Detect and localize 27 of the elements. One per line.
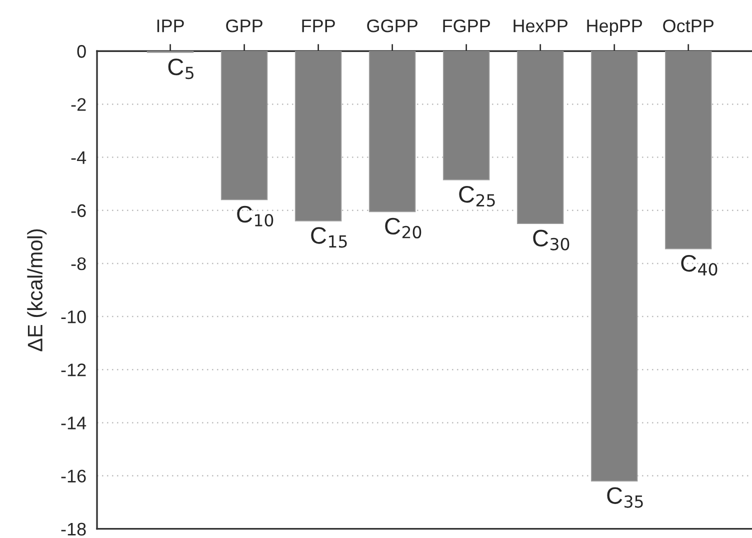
y-tick-label: -6: [71, 204, 86, 218]
annotation: C$_{20}$: [385, 218, 422, 238]
y-tick-label: 0: [77, 45, 86, 58]
x-tick-label: GPP: [226, 19, 262, 32]
y-tick-label: -18: [61, 522, 86, 536]
x-tick-label: HepPP: [587, 20, 642, 36]
annotation: C$_{10}$: [237, 206, 274, 226]
y-tick-label: -12: [61, 364, 86, 376]
x-tick-label: HexPP: [514, 20, 568, 32]
y-axis-title: ΔE (kcal/mol): [27, 229, 47, 352]
x-tick-label: GGPP: [367, 19, 418, 32]
annotation: C$_{25}$: [459, 186, 495, 207]
y-tick-label: -16: [61, 470, 86, 482]
y-tick-label: -8: [71, 257, 86, 270]
x-tick-label: IPP: [157, 20, 184, 32]
annotation: C$_{30}$: [533, 230, 570, 250]
x-tick-label: FPP: [302, 20, 335, 32]
y-tick-label: -14: [61, 416, 86, 430]
y-tick-label: -2: [71, 98, 86, 111]
annotation: C$_{5}$: [168, 58, 194, 80]
x-tick-label: OctPP: [663, 19, 714, 32]
y-tick-label: -10: [61, 310, 86, 324]
x-tick-label: FGPP: [443, 19, 490, 32]
annotation: C$_{15}$: [311, 227, 347, 248]
annotation: C$_{35}$: [607, 487, 643, 508]
y-tick-label: -4: [71, 151, 86, 164]
annotation: C$_{40}$: [681, 254, 718, 276]
